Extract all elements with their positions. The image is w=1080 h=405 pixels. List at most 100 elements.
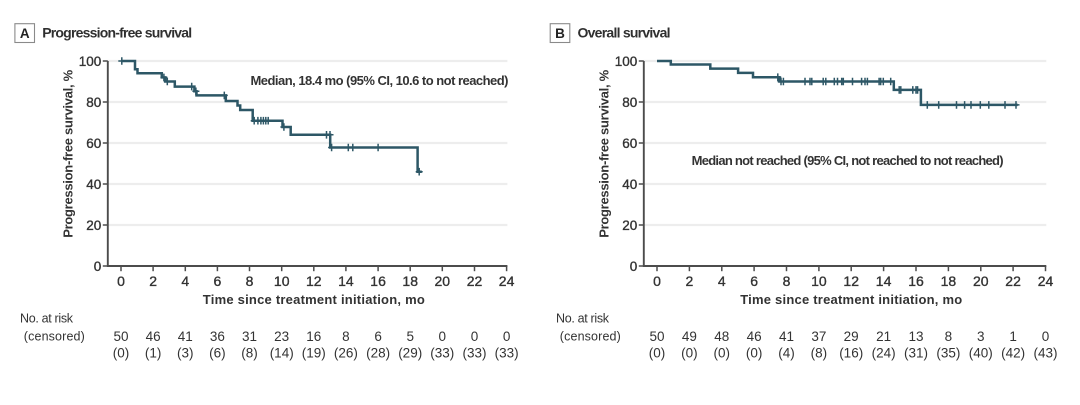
svg-text:B: B — [555, 26, 565, 41]
svg-text:(33): (33) — [430, 346, 454, 361]
svg-text:(4): (4) — [778, 346, 795, 361]
svg-text:41: 41 — [178, 329, 193, 344]
svg-text:(42): (42) — [1001, 346, 1025, 361]
svg-text:(censored): (censored) — [24, 330, 85, 344]
svg-text:49: 49 — [682, 329, 697, 344]
svg-text:(0): (0) — [681, 346, 698, 361]
svg-text:0: 0 — [653, 273, 661, 289]
svg-text:4: 4 — [718, 273, 726, 289]
svg-text:(6): (6) — [209, 346, 226, 361]
svg-text:(0): (0) — [714, 346, 731, 361]
svg-text:40: 40 — [86, 177, 101, 192]
svg-text:18: 18 — [402, 273, 418, 289]
svg-text:Median, 18.4 mo (95% CI, 10.6: Median, 18.4 mo (95% CI, 10.6 to not rea… — [251, 73, 509, 88]
svg-text:12: 12 — [306, 273, 322, 289]
svg-text:Median not reached (95% CI, no: Median not reached (95% CI, not reached … — [692, 153, 1004, 168]
svg-text:(8): (8) — [241, 346, 258, 361]
svg-text:4: 4 — [181, 273, 189, 289]
svg-text:0: 0 — [1042, 329, 1050, 344]
svg-text:12: 12 — [843, 273, 859, 289]
svg-text:0: 0 — [503, 329, 511, 344]
svg-text:22: 22 — [467, 273, 483, 289]
svg-text:(0): (0) — [113, 346, 130, 361]
svg-text:20: 20 — [973, 273, 989, 289]
svg-text:80: 80 — [622, 95, 637, 110]
svg-text:A: A — [20, 26, 30, 41]
svg-text:Time since treatment initiatio: Time since treatment initiation, mo — [203, 292, 425, 307]
svg-text:14: 14 — [876, 273, 892, 289]
svg-text:16: 16 — [370, 273, 386, 289]
svg-text:Time since treatment initiatio: Time since treatment initiation, mo — [740, 292, 962, 307]
svg-text:(35): (35) — [936, 346, 960, 361]
svg-text:8: 8 — [342, 329, 350, 344]
svg-text:41: 41 — [779, 329, 794, 344]
svg-text:5: 5 — [406, 329, 414, 344]
svg-text:80: 80 — [86, 95, 101, 110]
svg-text:31: 31 — [242, 329, 257, 344]
svg-text:20: 20 — [622, 218, 637, 233]
svg-text:46: 46 — [747, 329, 762, 344]
svg-text:(33): (33) — [495, 346, 519, 361]
svg-text:2: 2 — [686, 273, 694, 289]
svg-text:60: 60 — [622, 136, 637, 151]
svg-text:(40): (40) — [969, 346, 993, 361]
svg-text:(16): (16) — [839, 346, 863, 361]
svg-text:Overall survival: Overall survival — [578, 24, 671, 40]
svg-text:24: 24 — [1038, 273, 1054, 289]
svg-text:(0): (0) — [746, 346, 763, 361]
svg-text:36: 36 — [210, 329, 225, 344]
svg-text:6: 6 — [374, 329, 382, 344]
svg-text:0: 0 — [630, 259, 638, 274]
svg-text:20: 20 — [86, 218, 101, 233]
svg-text:100: 100 — [615, 54, 638, 69]
svg-text:3: 3 — [977, 329, 985, 344]
svg-text:14: 14 — [338, 273, 354, 289]
svg-text:(29): (29) — [398, 346, 422, 361]
svg-text:(0): (0) — [649, 346, 666, 361]
svg-text:Progression-free survival, %: Progression-free survival, % — [597, 69, 612, 237]
svg-text:8: 8 — [783, 273, 791, 289]
svg-text:50: 50 — [113, 329, 128, 344]
svg-text:(43): (43) — [1033, 346, 1057, 361]
svg-text:1: 1 — [1009, 329, 1017, 344]
svg-text:2: 2 — [149, 273, 157, 289]
svg-text:(28): (28) — [366, 346, 390, 361]
svg-text:No. at risk: No. at risk — [556, 312, 610, 326]
svg-text:Progression-free survival, %: Progression-free survival, % — [61, 69, 76, 237]
svg-text:48: 48 — [714, 329, 729, 344]
svg-text:(3): (3) — [177, 346, 194, 361]
svg-text:(26): (26) — [334, 346, 358, 361]
svg-text:21: 21 — [876, 329, 891, 344]
svg-text:No. at risk: No. at risk — [20, 312, 74, 326]
svg-text:8: 8 — [945, 329, 953, 344]
svg-text:37: 37 — [811, 329, 826, 344]
svg-text:23: 23 — [274, 329, 289, 344]
svg-text:0: 0 — [117, 273, 125, 289]
svg-text:50: 50 — [649, 329, 664, 344]
svg-text:(24): (24) — [872, 346, 896, 361]
svg-text:(19): (19) — [302, 346, 326, 361]
svg-text:Progression-free survival: Progression-free survival — [42, 24, 192, 40]
svg-text:(8): (8) — [811, 346, 828, 361]
svg-text:(1): (1) — [145, 346, 162, 361]
svg-text:40: 40 — [622, 177, 637, 192]
svg-text:18: 18 — [941, 273, 957, 289]
svg-text:20: 20 — [435, 273, 451, 289]
svg-text:0: 0 — [94, 259, 102, 274]
svg-text:0: 0 — [439, 329, 447, 344]
svg-text:46: 46 — [146, 329, 161, 344]
svg-text:0: 0 — [471, 329, 479, 344]
svg-text:10: 10 — [274, 273, 290, 289]
svg-text:(14): (14) — [270, 346, 294, 361]
svg-text:(censored): (censored) — [560, 330, 621, 344]
svg-text:100: 100 — [79, 54, 102, 69]
svg-text:10: 10 — [811, 273, 827, 289]
svg-text:29: 29 — [844, 329, 859, 344]
svg-text:24: 24 — [499, 273, 515, 289]
svg-text:(33): (33) — [462, 346, 486, 361]
svg-text:6: 6 — [214, 273, 222, 289]
svg-text:60: 60 — [86, 136, 101, 151]
svg-text:16: 16 — [908, 273, 924, 289]
svg-text:6: 6 — [750, 273, 758, 289]
svg-text:22: 22 — [1005, 273, 1021, 289]
